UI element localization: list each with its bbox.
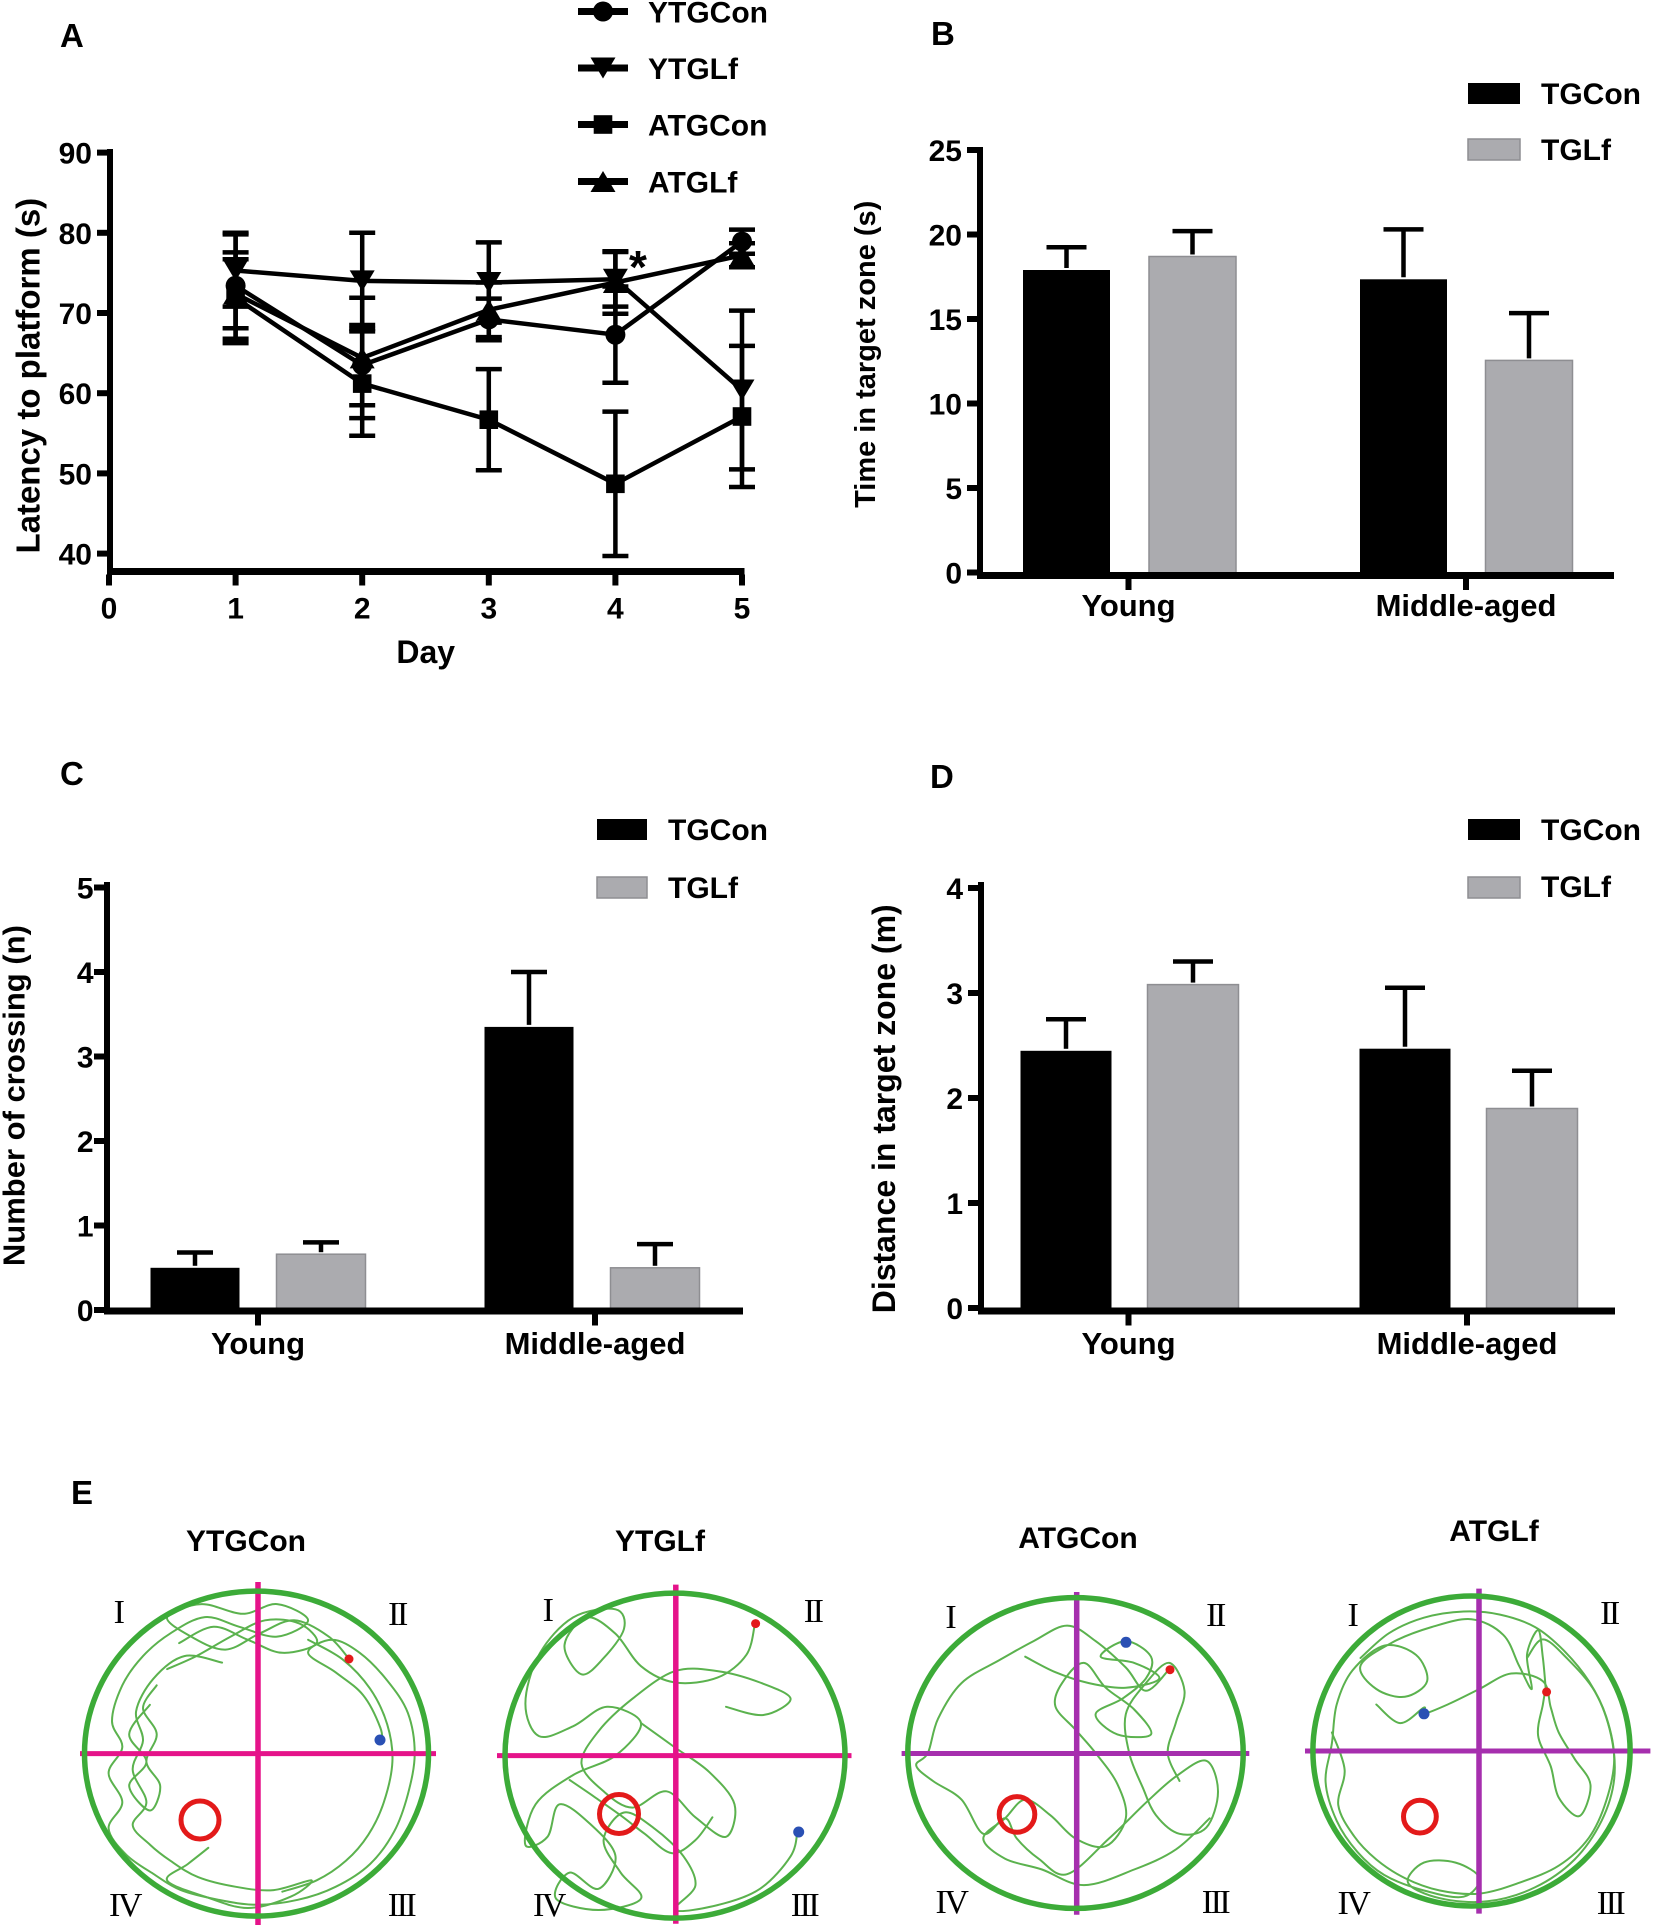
svg-text:2: 2 [354,593,371,626]
svg-text:A: A [60,17,84,54]
svg-text:III: III [1597,1885,1626,1922]
svg-text:TGCon: TGCon [1541,814,1641,847]
svg-text:III: III [1202,1884,1231,1921]
svg-text:TGLf: TGLf [668,872,739,905]
svg-text:5: 5 [734,593,751,626]
svg-text:80: 80 [59,218,92,251]
svg-text:II: II [388,1596,408,1633]
svg-text:0: 0 [101,593,118,626]
svg-text:YTGCon: YTGCon [186,1525,306,1558]
svg-text:IV: IV [109,1887,143,1924]
svg-text:2: 2 [77,1126,94,1159]
svg-text:Time in target zone (s): Time in target zone (s) [850,201,882,508]
svg-text:Young: Young [1081,1326,1175,1361]
svg-text:1: 1 [77,1211,94,1244]
svg-text:II: II [1206,1597,1226,1634]
svg-text:II: II [804,1593,824,1630]
svg-text:III: III [791,1887,820,1924]
svg-text:2: 2 [946,1083,963,1116]
svg-text:IV: IV [533,1887,567,1924]
svg-text:70: 70 [59,298,92,331]
svg-text:0: 0 [945,558,962,591]
svg-text:YTGLf: YTGLf [615,1525,706,1558]
svg-text:ATGCon: ATGCon [648,110,767,143]
svg-text:*: * [629,241,647,293]
svg-text:90: 90 [59,138,92,171]
svg-text:Number of crossing (n): Number of crossing (n) [0,925,32,1266]
svg-text:5: 5 [77,873,94,906]
svg-text:1: 1 [946,1188,963,1221]
svg-text:E: E [71,1474,93,1511]
svg-text:0: 0 [946,1293,963,1326]
svg-text:0: 0 [77,1295,94,1328]
svg-text:4: 4 [607,593,624,626]
svg-text:ATGLf: ATGLf [648,167,738,200]
svg-text:TGCon: TGCon [668,814,768,847]
svg-text:TGCon: TGCon [1541,78,1641,111]
svg-text:D: D [930,758,954,795]
svg-text:3: 3 [77,1042,94,1075]
svg-text:3: 3 [480,593,497,626]
svg-text:YTGCon: YTGCon [648,0,768,30]
svg-text:Young: Young [1081,588,1175,623]
svg-text:TGLf: TGLf [1541,134,1612,167]
svg-text:4: 4 [946,873,963,906]
svg-text:20: 20 [929,220,962,253]
svg-text:Day: Day [396,634,455,670]
svg-text:Middle-aged: Middle-aged [505,1326,686,1361]
svg-text:Middle-aged: Middle-aged [1377,1326,1558,1361]
svg-text:YTGLf: YTGLf [648,53,739,86]
svg-text:III: III [388,1887,417,1924]
svg-text:Latency to platform (s): Latency to platform (s) [10,198,47,554]
svg-text:C: C [60,755,84,792]
svg-text:IV: IV [936,1884,970,1921]
svg-text:40: 40 [59,539,92,572]
svg-text:50: 50 [59,458,92,491]
svg-text:10: 10 [929,389,962,422]
svg-text:B: B [931,15,955,52]
svg-text:Young: Young [211,1326,305,1361]
svg-text:IV: IV [1338,1885,1372,1922]
svg-text:TGLf: TGLf [1541,871,1612,904]
svg-text:3: 3 [946,978,963,1011]
svg-text:4: 4 [77,957,94,990]
svg-text:Distance in target zone (m): Distance in target zone (m) [866,904,902,1313]
svg-text:ATGLf: ATGLf [1449,1515,1539,1548]
svg-text:Middle-aged: Middle-aged [1376,588,1557,623]
svg-text:60: 60 [59,378,92,411]
svg-text:ATGCon: ATGCon [1018,1522,1137,1555]
svg-text:1: 1 [227,593,244,626]
svg-text:25: 25 [929,135,962,168]
svg-text:II: II [1600,1595,1620,1632]
svg-text:5: 5 [945,473,962,506]
svg-text:15: 15 [929,304,962,337]
